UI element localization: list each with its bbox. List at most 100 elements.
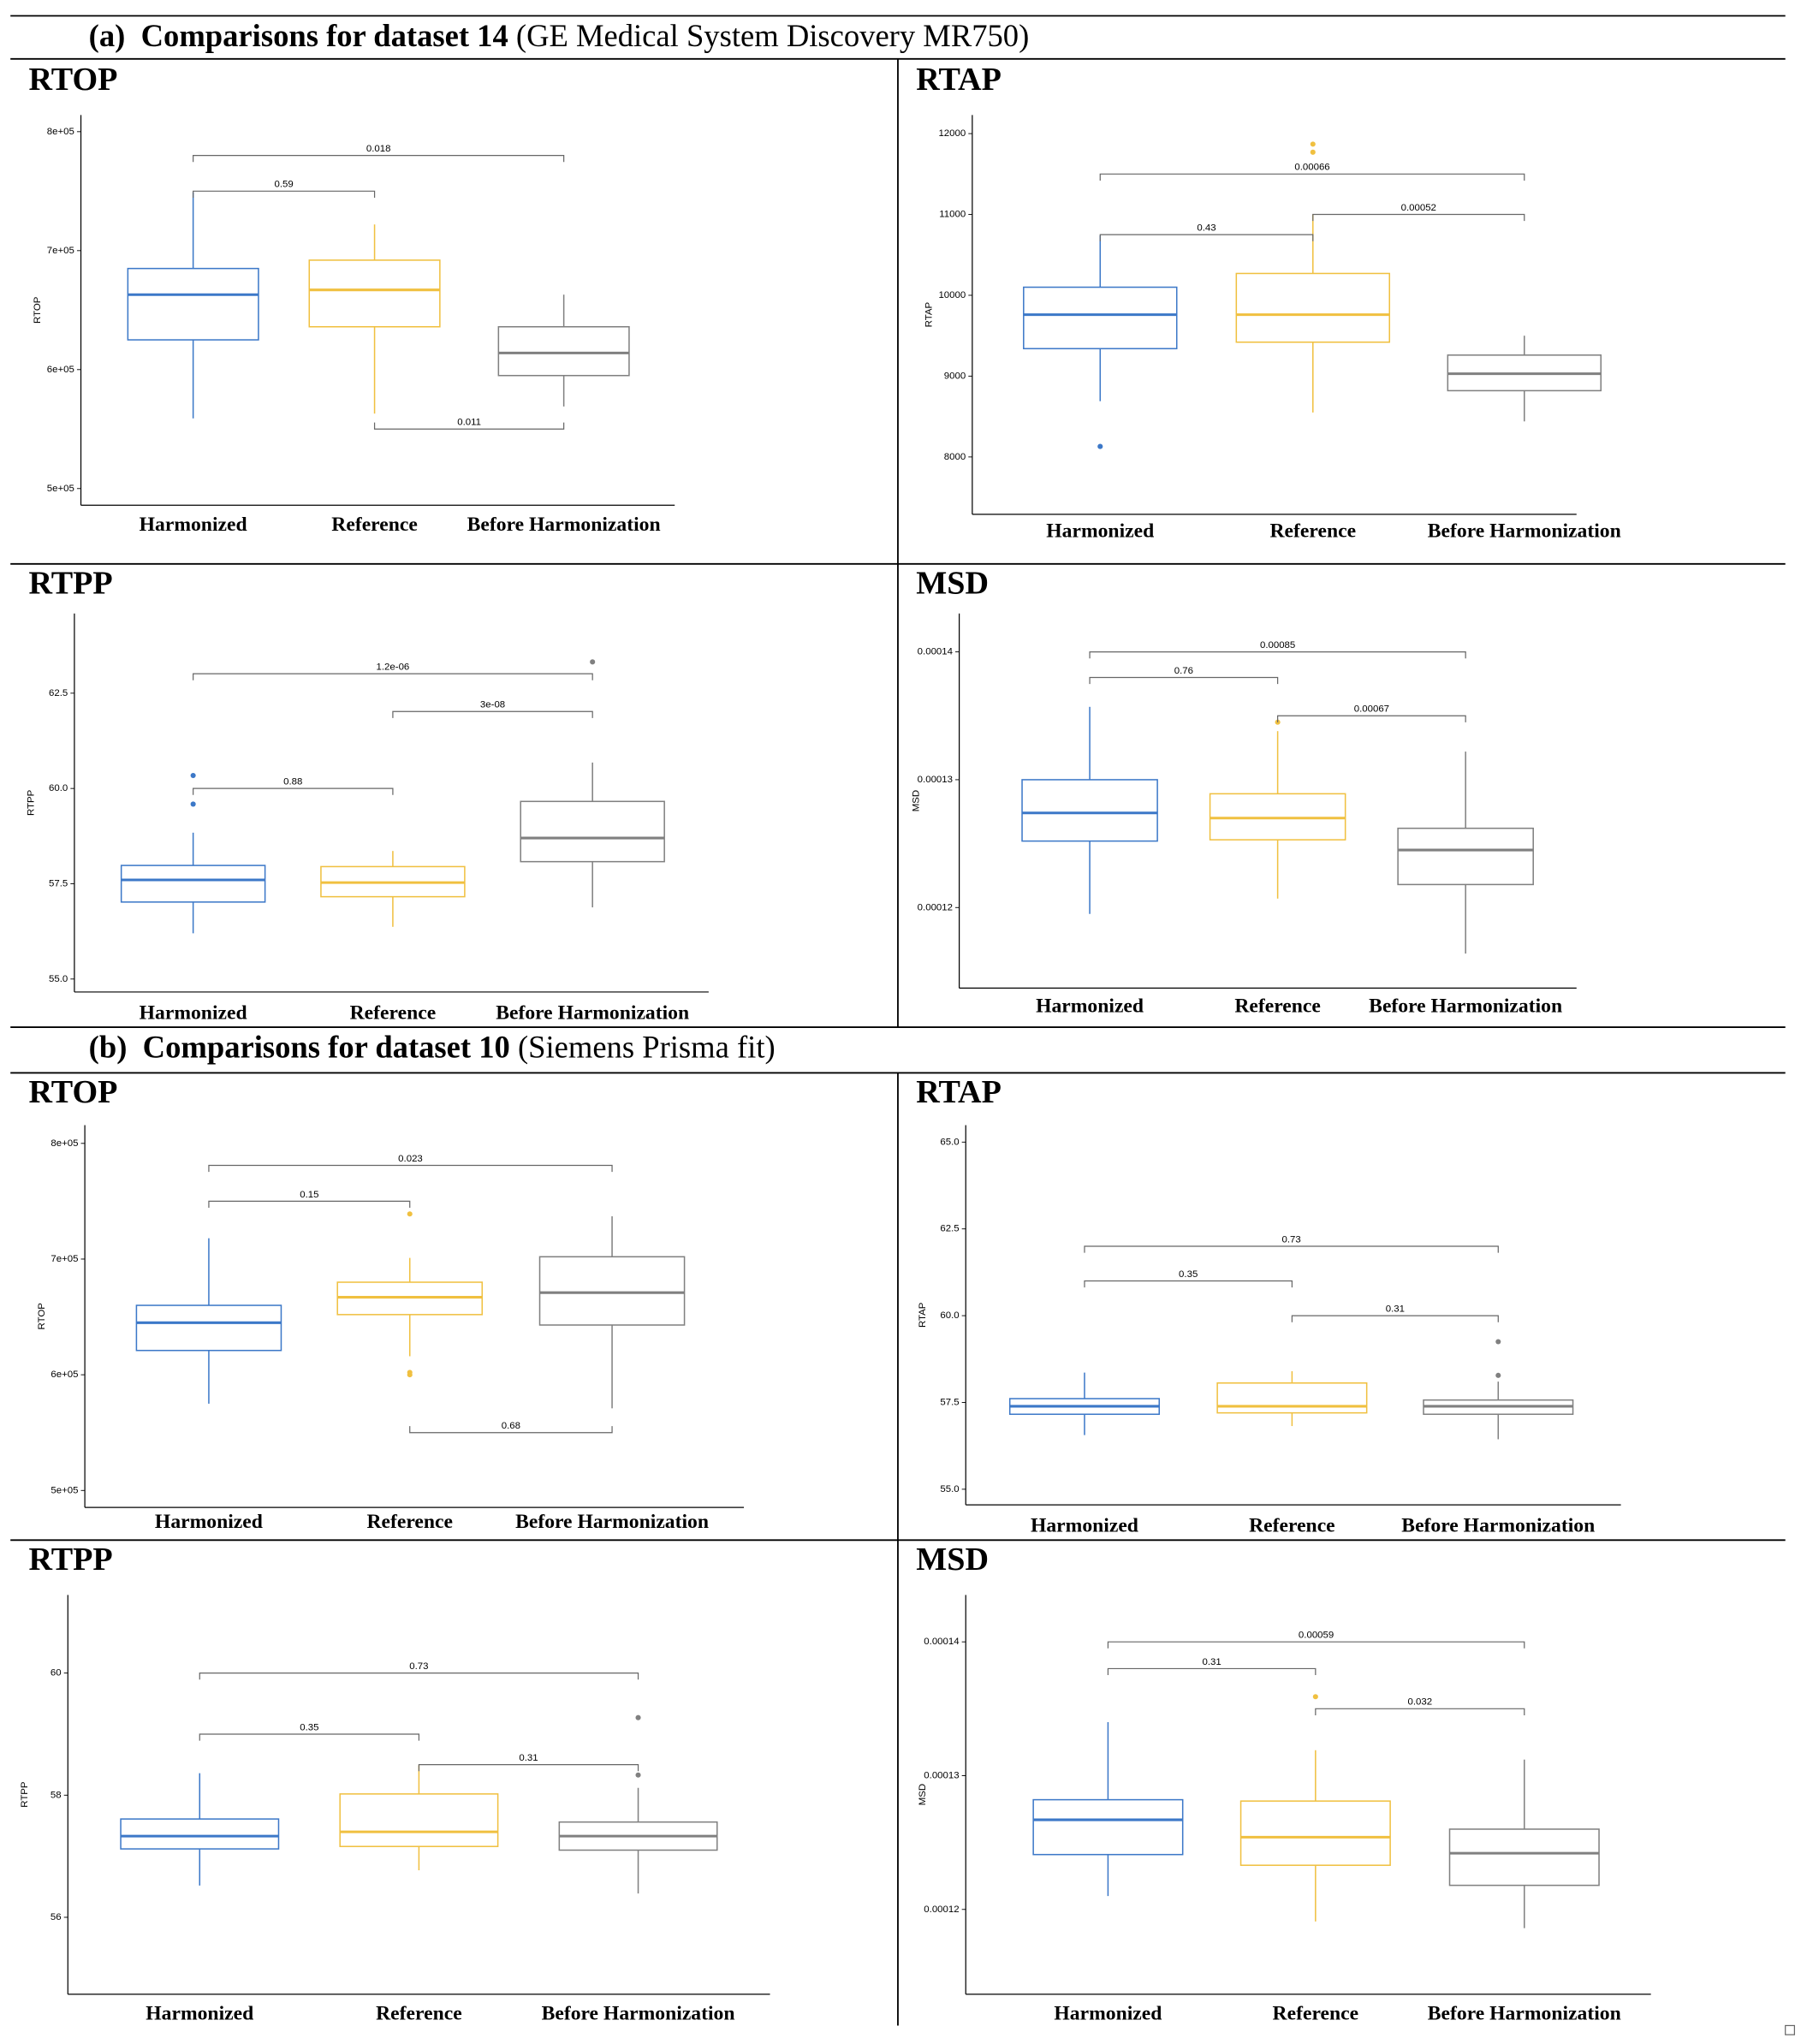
y-axis-label: MSD (911, 790, 921, 811)
chart-title: MSD (916, 566, 989, 602)
comparison-bracket (1277, 715, 1466, 722)
p-value: 1.2e-06 (377, 663, 410, 673)
comparison-bracket (1084, 1280, 1293, 1288)
y-tick-label: 5e+05 (47, 484, 74, 494)
y-tick-label: 6e+05 (47, 365, 74, 375)
x-tick-label: Before Harmonization (467, 514, 661, 536)
x-tick-label: Harmonized (155, 1511, 263, 1533)
y-axis-label: MSD (918, 1784, 928, 1805)
comparison-bracket (193, 787, 394, 795)
section-title: Comparisons for dataset 14 (141, 18, 508, 53)
y-tick-label: 62.5 (940, 1224, 959, 1234)
comparison-bracket (199, 1673, 639, 1680)
frame-lines (10, 15, 1795, 2035)
x-tick-label: Before Harmonization (542, 2003, 735, 2025)
p-value: 3e-08 (480, 700, 505, 710)
outlier (1097, 443, 1103, 449)
outlier (407, 1211, 413, 1217)
outlier (635, 1772, 641, 1778)
comparison-bracket (193, 155, 565, 163)
y-tick-label: 8e+05 (47, 127, 74, 137)
box (1032, 1798, 1184, 1856)
x-tick-label: Harmonized (1031, 1514, 1138, 1536)
x-tick-label: Before Harmonization (1428, 2003, 1621, 2025)
outlier (1310, 141, 1316, 147)
box (1216, 1382, 1368, 1414)
box (497, 326, 630, 377)
y-tick-label: 0.00013 (918, 775, 953, 785)
section-title: Comparisons for dataset 10 (143, 1030, 510, 1065)
y-tick-label: 57.5 (49, 878, 68, 888)
y-tick-label: 62.5 (49, 688, 68, 698)
comparison-bracket (1107, 1641, 1525, 1649)
x-tick-label: Harmonized (140, 1001, 247, 1024)
comparison-bracket (1312, 213, 1525, 222)
comparison-bracket (1089, 676, 1279, 685)
y-tick-label: 0.00014 (924, 1637, 960, 1647)
y-axis-label: RTOP (33, 296, 43, 324)
chart-title: RTAP (916, 62, 1002, 98)
p-value: 0.31 (1386, 1304, 1405, 1314)
outlier (590, 659, 596, 665)
y-tick-label: 60.0 (940, 1310, 959, 1321)
comparison-bracket (373, 422, 565, 430)
y-tick-label: 55.0 (940, 1484, 959, 1494)
x-tick-label: Reference (1270, 520, 1357, 543)
p-value: 0.76 (1174, 666, 1193, 676)
chart-title: RTAP (916, 1074, 1002, 1110)
comparison-bracket (193, 190, 376, 198)
p-value: 0.023 (398, 1154, 423, 1164)
y-tick-label: 60.0 (49, 783, 68, 793)
p-value: 0.31 (519, 1753, 538, 1763)
p-value: 0.73 (1282, 1234, 1301, 1245)
comparison-bracket (418, 1764, 639, 1772)
p-value: 0.59 (274, 180, 293, 190)
y-tick-label: 11000 (939, 210, 966, 220)
comparison-bracket (1291, 1315, 1499, 1322)
x-tick-label: Reference (350, 1001, 437, 1024)
section-label: (a) (89, 18, 126, 53)
box (538, 1256, 686, 1326)
p-value: 0.00085 (1260, 640, 1295, 651)
x-tick-label: Reference (1273, 2003, 1359, 2025)
x-tick-label: Before Harmonization (515, 1511, 709, 1533)
section-label: (b) (89, 1030, 128, 1065)
box (1448, 1828, 1600, 1887)
chart-title: RTPP (29, 1542, 113, 1578)
comparison-bracket (1089, 651, 1466, 659)
outlier (1312, 1694, 1318, 1700)
outlier (190, 772, 196, 779)
chart-title: RTPP (29, 566, 113, 602)
section-subtitle: (GE Medical System Discovery MR750) (516, 18, 1029, 53)
comparison-bracket (208, 1200, 411, 1209)
box (520, 800, 665, 863)
p-value: 0.15 (300, 1190, 318, 1200)
comparison-bracket (193, 673, 593, 680)
box (1397, 827, 1534, 886)
chart-title: RTOP (29, 62, 118, 98)
y-tick-label: 8000 (944, 452, 966, 462)
y-tick-label: 6e+05 (51, 1370, 78, 1380)
p-value: 0.35 (300, 1722, 318, 1732)
x-tick-label: Harmonized (146, 2003, 253, 2025)
y-tick-label: 56 (51, 1912, 62, 1922)
outlier (407, 1372, 413, 1378)
x-tick-label: Before Harmonization (496, 1001, 689, 1024)
box (1023, 286, 1178, 350)
x-tick-label: Harmonized (1046, 520, 1154, 543)
p-value: 0.011 (457, 418, 481, 428)
comparison-bracket (1084, 1245, 1499, 1253)
comparison-bracket (1315, 1708, 1525, 1715)
outlier (1495, 1372, 1501, 1378)
y-tick-label: 8e+05 (51, 1138, 78, 1149)
y-tick-label: 5e+05 (51, 1485, 78, 1495)
p-value: 0.31 (1203, 1657, 1221, 1667)
y-tick-label: 0.00013 (924, 1770, 959, 1780)
y-tick-label: 10000 (938, 290, 966, 300)
x-tick-label: Harmonized (1036, 995, 1144, 1018)
outlier (1310, 149, 1316, 155)
y-tick-label: 60 (51, 1668, 62, 1679)
box (120, 1818, 280, 1850)
p-value: 0.00067 (1354, 704, 1389, 715)
